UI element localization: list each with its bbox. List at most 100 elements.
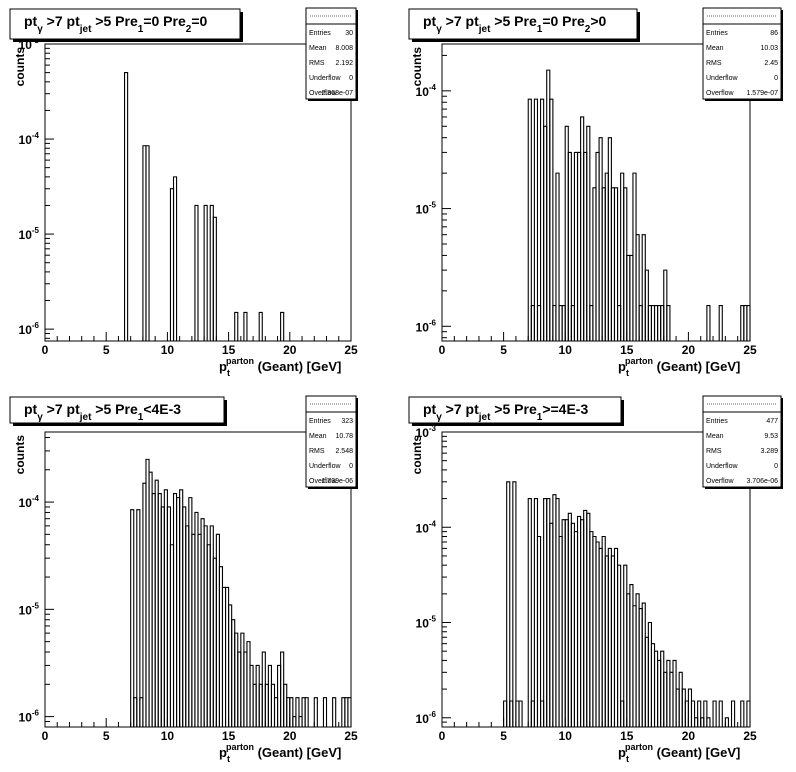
histogram-bin xyxy=(567,151,572,341)
x-tick-label: 15 xyxy=(620,343,634,357)
histogram-bin xyxy=(527,98,532,341)
chart-title: ptγ >7 ptjet >5 Pre1>=4E-3 xyxy=(423,401,588,423)
x-tick-label: 20 xyxy=(283,729,297,743)
x-tick-label: 10 xyxy=(559,343,573,357)
stats-value: 10.03 xyxy=(760,45,778,52)
histogram-bin xyxy=(506,481,511,727)
histogram-bin xyxy=(203,204,208,341)
histogram-bin xyxy=(730,700,736,727)
y-tick-label: 10-4 xyxy=(416,519,437,535)
histogram-bin xyxy=(690,700,696,727)
stats-value: 2.368e-07 xyxy=(321,90,353,97)
x-tick-label: 25 xyxy=(344,729,358,743)
x-tick-label: 20 xyxy=(682,343,696,357)
histogram-bin xyxy=(527,498,532,727)
y-axis-label: counts xyxy=(13,47,27,87)
histogram-bin xyxy=(280,311,285,341)
stats-value: 0 xyxy=(774,75,778,82)
histogram-panel-1: 051015202510-610-510-410-3countsptparton… xyxy=(9,7,358,378)
x-tick-label: 15 xyxy=(222,729,236,743)
histogram-bin xyxy=(347,697,352,727)
y-axis-label: counts xyxy=(410,435,424,475)
stats-label: Entries xyxy=(706,418,728,425)
x-axis: 0 5 10 15 20 25 xyxy=(439,718,757,743)
histogram-bin xyxy=(746,305,751,341)
x-axis-label: ptparton (Geant) [GeV] xyxy=(219,356,341,378)
y-tick-label: 10-3 xyxy=(416,424,437,440)
histogram-bin xyxy=(533,98,539,341)
x-tick-label: 20 xyxy=(682,729,696,743)
histogram-bin xyxy=(304,697,309,727)
stats-label: RMS xyxy=(706,60,722,67)
stats-label: Mean xyxy=(309,433,327,440)
y-axis-label: counts xyxy=(13,435,27,475)
histogram-bin xyxy=(194,204,199,341)
title-box xyxy=(9,8,241,40)
stats-value: 8.008 xyxy=(335,45,353,52)
histogram-bin xyxy=(635,234,640,341)
stats-label: RMS xyxy=(309,60,325,67)
stats-label: Mean xyxy=(706,45,724,52)
x-tick-label: 15 xyxy=(620,729,634,743)
y-tick-label: 10-4 xyxy=(416,83,437,99)
histogram-bars xyxy=(130,458,352,727)
stats-label: Underflow xyxy=(706,463,738,470)
histogram-bin xyxy=(295,697,300,727)
chart-title: ptγ >7 ptjet >5 Pre1=0 Pre2>0 xyxy=(423,13,606,35)
histogram-bin xyxy=(613,187,619,341)
stats-value: 0 xyxy=(774,463,778,470)
stats-label: Mean xyxy=(706,433,724,440)
histogram-bin xyxy=(617,564,622,727)
histogram-bin xyxy=(212,216,217,341)
histogram-bin xyxy=(718,700,723,727)
y-axis-label: counts xyxy=(410,47,424,87)
x-tick-label: 15 xyxy=(222,343,236,357)
stats-box xyxy=(702,7,782,100)
stats-value: 86 xyxy=(770,30,778,37)
histogram-bars xyxy=(527,69,751,341)
stats-label: Entries xyxy=(706,30,728,37)
histogram-panel-3: 0 5 10 15 20 25 10-6 10-5 10-4 counts ptparton (Ge… xyxy=(9,395,358,764)
stats-label: RMS xyxy=(309,448,325,455)
histogram-bars xyxy=(503,481,751,727)
title-box xyxy=(408,396,622,424)
histogram-bin xyxy=(706,717,711,727)
histogram-bin xyxy=(124,72,129,341)
histogram-bin xyxy=(740,700,745,727)
y-axis: 10-6 10-5 10-4 xyxy=(416,54,451,339)
histogram-bin xyxy=(145,145,150,341)
title-box xyxy=(9,396,225,424)
x-axis: 0 5 10 15 20 25 xyxy=(42,332,358,357)
x-tick-label: 25 xyxy=(743,343,757,357)
x-tick-label: 25 xyxy=(344,343,358,357)
stats-value: 0 xyxy=(349,75,353,82)
stats-value: 9.53 xyxy=(764,433,778,440)
x-axis-label: ptparton (Geant) [GeV] xyxy=(618,742,740,764)
histogram-bin xyxy=(289,697,294,727)
stats-label: Entries xyxy=(309,30,331,37)
histogram-bin xyxy=(746,700,751,727)
histogram-bin xyxy=(536,535,542,727)
y-tick-label: 10-5 xyxy=(416,201,437,217)
histogram-bars xyxy=(124,72,285,341)
histogram-bin xyxy=(332,697,337,727)
x-tick-label: 0 xyxy=(439,729,446,743)
histogram-bin xyxy=(703,700,708,727)
histogram-bin xyxy=(697,700,702,727)
stats-value: 30 xyxy=(345,30,353,37)
stats-label: RMS xyxy=(706,448,722,455)
stats-label: Underflow xyxy=(309,75,341,82)
stats-value: 3.289 xyxy=(760,448,778,455)
x-axis-label: ptparton (Geant) [GeV] xyxy=(219,742,341,764)
stats-value: 3.706e-06 xyxy=(746,478,778,485)
y-tick-label: 10-5 xyxy=(19,226,40,242)
y-tick-label: 10-6 xyxy=(19,709,40,725)
stats-label: Mean xyxy=(309,45,327,52)
y-tick-label: 10-5 xyxy=(416,615,437,631)
stats-value: 323 xyxy=(341,418,353,425)
histogram-bin xyxy=(243,311,248,341)
title-box xyxy=(408,8,638,40)
stats-label: Entries xyxy=(309,418,331,425)
